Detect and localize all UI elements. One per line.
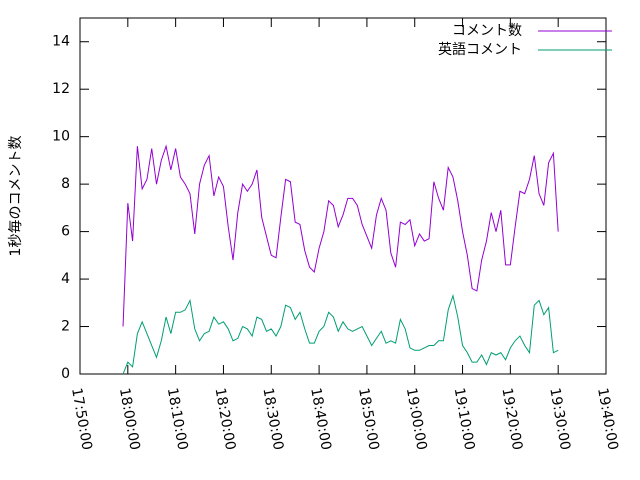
x-tick-label: 19:40:00 xyxy=(594,387,621,452)
series-line xyxy=(122,293,559,375)
x-tick-label: 19:00:00 xyxy=(403,387,430,452)
y-tick-label: 8 xyxy=(61,176,70,192)
y-tick-label: 2 xyxy=(61,319,70,335)
plot-border xyxy=(79,17,607,375)
x-tick-label: 19:20:00 xyxy=(498,387,525,452)
y-tick-label: 12 xyxy=(52,81,70,97)
x-tick-label: 19:30:00 xyxy=(546,387,573,452)
x-tick-label: 18:20:00 xyxy=(212,387,239,452)
y-tick-label: 0 xyxy=(61,366,70,382)
x-tick-label: 18:00:00 xyxy=(116,387,143,452)
legend-label: コメント数 xyxy=(452,23,522,39)
x-tick-label: 17:50:00 xyxy=(68,387,95,452)
y-tick-label: 4 xyxy=(61,271,70,287)
x-tick-label: 18:30:00 xyxy=(259,387,286,452)
x-tick-label: 19:10:00 xyxy=(451,387,478,452)
y-tick-label: 10 xyxy=(52,129,70,145)
series-line xyxy=(122,144,559,327)
y-axis-label: 1秒毎のコメント数 xyxy=(8,136,24,257)
x-tick-label: 18:10:00 xyxy=(164,387,191,452)
x-tick-label: 18:40:00 xyxy=(307,387,334,452)
y-tick-label: 14 xyxy=(52,34,70,50)
x-tick-label: 18:50:00 xyxy=(355,387,382,452)
legend-label: 英語コメント xyxy=(438,41,522,58)
y-tick-label: 6 xyxy=(61,224,70,240)
